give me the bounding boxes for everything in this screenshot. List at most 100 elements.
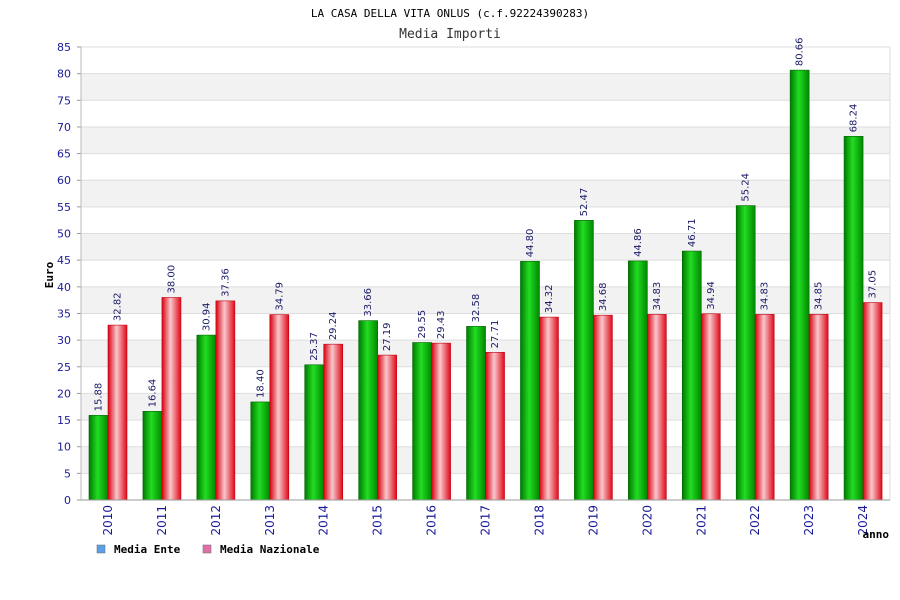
value-label-media-ente-2013: 18.40 (255, 369, 266, 398)
value-label-media-nazionale-2010: 32.82 (113, 292, 124, 321)
bar-media-ente-2021 (681, 250, 702, 501)
bar-media-ente-2024 (843, 136, 864, 501)
x-tick-label-2010: 2010 (101, 505, 115, 536)
value-label-media-nazionale-2021: 34.94 (706, 281, 717, 310)
y-tick-label: 10 (57, 441, 71, 454)
chart-subtitle: Media Importi (399, 27, 501, 42)
bar-media-nazionale-2017 (485, 352, 505, 501)
bar-media-ente-2016 (412, 342, 432, 501)
value-label-media-ente-2015: 33.66 (363, 288, 374, 317)
bar-media-ente-2012 (196, 334, 217, 501)
value-label-media-nazionale-2016: 29.43 (436, 311, 447, 340)
x-tick-label-2011: 2011 (155, 505, 169, 536)
bar-media-ente-2022 (735, 205, 756, 501)
legend-label-media-ente: Media Ente (114, 543, 181, 556)
value-label-media-ente-2011: 16.64 (147, 379, 158, 408)
bar-media-nazionale-2012 (215, 300, 236, 501)
y-tick-label: 30 (57, 334, 71, 347)
value-label-media-ente-2022: 55.24 (741, 173, 752, 202)
x-tick-label-2024: 2024 (856, 505, 870, 536)
bar-media-nazionale-2011 (161, 297, 182, 501)
value-label-media-ente-2010: 15.88 (94, 383, 105, 412)
value-label-media-ente-2012: 30.94 (201, 302, 212, 331)
y-tick-label: 40 (57, 281, 71, 294)
x-tick-label-2022: 2022 (748, 505, 762, 536)
y-tick-label: 65 (57, 148, 71, 161)
value-label-media-ente-2023: 80.66 (795, 37, 806, 66)
bar-media-nazionale-2024 (862, 302, 883, 501)
value-label-media-ente-2020: 44.86 (633, 228, 644, 257)
bar-media-nazionale-2015 (377, 354, 397, 501)
legend-swatch-media-ente (96, 544, 106, 554)
grid-band (81, 126, 890, 154)
y-tick-label: 35 (57, 307, 71, 320)
bar-media-nazionale-2018 (539, 316, 559, 501)
value-label-media-nazionale-2012: 37.36 (220, 268, 231, 297)
y-tick-label: 75 (57, 94, 71, 107)
x-tick-label-2012: 2012 (209, 505, 223, 536)
bar-media-ente-2020 (628, 260, 648, 501)
legend-label-media-nazionale: Media Nazionale (220, 543, 320, 556)
bar-media-ente-2017 (466, 326, 486, 501)
x-tick-label-2019: 2019 (586, 505, 600, 536)
bar-media-ente-2014 (304, 364, 325, 501)
grid-band (81, 180, 890, 207)
value-label-media-ente-2014: 25.37 (309, 332, 320, 361)
bar-media-ente-2018 (520, 260, 540, 501)
bar-media-nazionale-2016 (431, 342, 451, 501)
y-tick-label: 25 (57, 361, 71, 374)
value-label-media-nazionale-2011: 38.00 (166, 265, 177, 294)
value-label-media-nazionale-2020: 34.83 (652, 282, 663, 311)
x-tick-label-2017: 2017 (479, 505, 493, 536)
value-label-media-nazionale-2017: 27.71 (490, 320, 501, 349)
x-tick-label-2014: 2014 (317, 505, 331, 536)
y-tick-label: 80 (57, 68, 71, 81)
value-label-media-nazionale-2023: 34.85 (814, 282, 825, 311)
y-tick-label: 5 (64, 467, 71, 480)
y-tick-label: 60 (57, 174, 71, 187)
legend-item-media-nazionale: Media Nazionale (202, 543, 320, 556)
x-tick-label-2016: 2016 (425, 505, 439, 536)
grid-band (81, 233, 890, 261)
value-label-media-ente-2024: 68.24 (849, 104, 860, 133)
y-tick-label: 20 (57, 387, 71, 400)
y-tick-label: 50 (57, 228, 71, 241)
bar-media-ente-2015 (358, 320, 378, 501)
value-label-media-ente-2018: 44.80 (525, 229, 536, 258)
x-axis-ticks: 2010 2011 2012 2013 2014 2015 2016 2017 2018 2019… (101, 505, 870, 536)
chart-title: LA CASA DELLA VITA ONLUS (c.f.9222439028… (311, 7, 589, 20)
bar-media-ente-2013 (250, 401, 271, 501)
legend-item-media-ente: Media Ente (96, 543, 181, 556)
y-axis-label: Euro (43, 261, 56, 288)
bar-media-ente-2010 (88, 415, 109, 501)
y-tick-label: 15 (57, 414, 71, 427)
legend-swatch-media-nazionale (202, 544, 212, 554)
y-axis-ticks: 0 5 10 15 20 25 30 35 40 45 50 55 60 65 70 75 80 85 (57, 41, 81, 507)
x-axis-label: anno (863, 528, 890, 541)
value-label-media-nazionale-2015: 27.19 (382, 322, 393, 351)
bar-media-nazionale-2020 (647, 314, 667, 501)
y-tick-label: 55 (57, 201, 71, 214)
value-labels: 15.88 32.82 16.64 38.00 30.94 37.36 18.40 34.79… (94, 37, 879, 411)
y-tick-label: 70 (57, 121, 71, 134)
bar-media-ente-2023 (789, 69, 810, 501)
value-label-media-ente-2017: 32.58 (471, 294, 482, 323)
y-tick-label: 85 (57, 41, 71, 54)
value-label-media-nazionale-2024: 37.05 (868, 270, 879, 299)
bar-media-nazionale-2014 (323, 343, 344, 501)
value-label-media-ente-2016: 29.55 (417, 310, 428, 339)
bar-media-nazionale-2023 (808, 313, 829, 501)
x-tick-label-2013: 2013 (263, 505, 277, 536)
y-tick-label: 0 (64, 494, 71, 507)
value-label-media-ente-2021: 46.71 (687, 218, 698, 247)
x-tick-label-2023: 2023 (802, 505, 816, 536)
value-label-media-nazionale-2014: 29.24 (328, 312, 339, 341)
bar-media-nazionale-2019 (593, 314, 613, 501)
bar-media-ente-2019 (574, 220, 594, 501)
x-tick-label-2015: 2015 (371, 505, 385, 536)
grid-band (81, 73, 890, 101)
x-tick-label-2020: 2020 (640, 505, 654, 536)
bar-media-nazionale-2013 (269, 314, 290, 501)
y-tick-label: 45 (57, 254, 71, 267)
